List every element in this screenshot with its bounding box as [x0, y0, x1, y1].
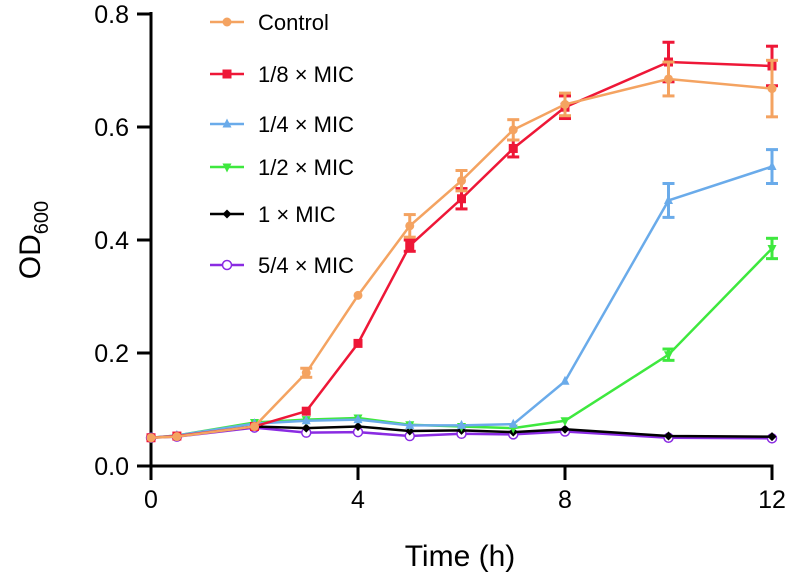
legend-marker: [222, 69, 232, 79]
data-point: [405, 419, 415, 429]
series-line: [150, 77, 773, 439]
legend-marker: [222, 118, 232, 128]
data-point: [353, 338, 363, 348]
data-point: [353, 290, 363, 300]
axes: 0.0 0.2 0.4 0.6 0.8 0 4 8 12: [94, 1, 786, 514]
data-point: [301, 415, 311, 425]
data-point: [767, 432, 777, 442]
series-line: [150, 247, 773, 439]
data-point: [405, 221, 415, 231]
data-point: [457, 419, 466, 429]
data-point: [767, 84, 777, 94]
legend-entry: Control: [210, 10, 329, 35]
legend: Control 1/8 × MIC 1/4 × MIC 1/2 × MIC 1 × MI…: [210, 10, 354, 278]
legend-entry: 5/4 × MIC: [210, 253, 354, 278]
data-point: [664, 431, 673, 441]
y-axis-label: OD600: [14, 201, 53, 279]
data-point: [457, 176, 466, 186]
data-point: [767, 161, 777, 171]
data-point: [560, 417, 570, 427]
data-point: [664, 74, 673, 84]
data-point: [560, 424, 570, 434]
series-line: [150, 60, 773, 439]
x-tick-label: 4: [351, 486, 365, 514]
data-point: [172, 432, 182, 442]
legend-label: 1/4 × MIC: [258, 112, 354, 137]
y-tick-label: 0.2: [94, 340, 129, 368]
data-point: [664, 194, 673, 204]
data-point: [560, 375, 570, 385]
y-axis-label-main: OD: [14, 234, 47, 279]
y-tick-label: 0.4: [94, 227, 129, 255]
y-tick-label: 0.6: [94, 114, 129, 142]
x-tick-label: 0: [144, 486, 158, 514]
x-tick-label: 8: [558, 486, 572, 514]
data-point: [353, 421, 363, 431]
legend-entry: 1/4 × MIC: [210, 112, 354, 137]
data-point: [301, 423, 311, 433]
legend-label: 1/2 × MIC: [258, 155, 354, 180]
data-point: [457, 194, 466, 204]
data-point: [353, 414, 363, 424]
x-axis-label: Time (h): [405, 540, 516, 573]
legend-entry: 1 × MIC: [210, 202, 336, 227]
data-point: [250, 421, 259, 431]
data-point: [405, 241, 415, 251]
series-1-8-mic: [146, 40, 778, 443]
legend-label: Control: [258, 10, 329, 35]
data-point: [301, 368, 311, 378]
series-control: [146, 58, 778, 443]
x-tick-label: 12: [758, 486, 786, 514]
legend-marker: [221, 259, 233, 271]
legend-label: 1/8 × MIC: [258, 62, 354, 87]
series-1-2-mic: [146, 236, 778, 444]
data-point: [508, 418, 518, 428]
data-point: [508, 143, 518, 153]
data-point: [508, 125, 518, 135]
legend-label: 1 × MIC: [258, 202, 336, 227]
data-point: [664, 351, 673, 361]
legend-marker: [222, 17, 232, 27]
legend-entry: 1/8 × MIC: [210, 62, 354, 87]
series-layer: [145, 40, 778, 444]
legend-label: 5/4 × MIC: [258, 253, 354, 278]
legend-marker: [222, 163, 232, 173]
data-point: [301, 406, 311, 416]
y-tick-label: 0.0: [94, 453, 129, 481]
data-point: [146, 433, 156, 443]
legend-marker: [222, 209, 232, 219]
series-1-4-mic: [146, 148, 778, 442]
y-tick-label: 0.8: [94, 1, 129, 29]
data-point: [767, 244, 777, 254]
legend-entry: 1/2 × MIC: [210, 155, 354, 180]
data-point: [560, 99, 570, 109]
y-axis-label-sub: 600: [31, 201, 53, 234]
